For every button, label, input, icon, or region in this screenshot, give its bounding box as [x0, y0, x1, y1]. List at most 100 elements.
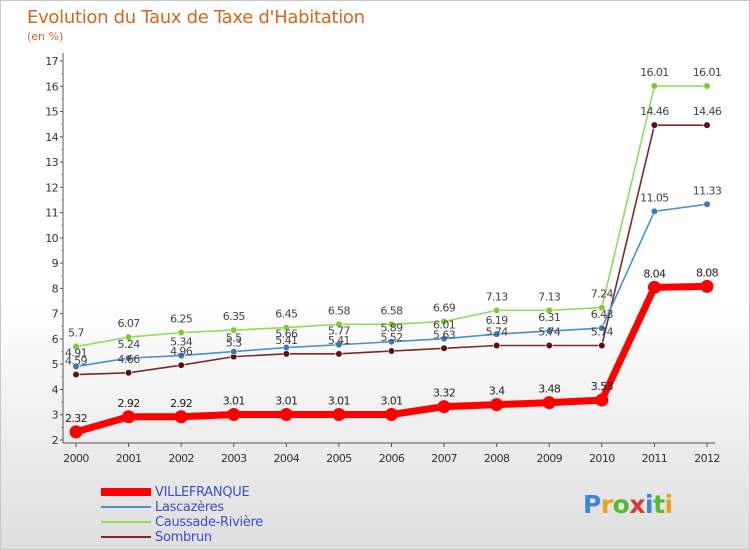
x-tick-label: 2003 [221, 452, 247, 465]
x-tick-label: 2001 [116, 452, 142, 465]
data-label: 7.13 [486, 290, 509, 303]
data-point [493, 306, 501, 314]
y-tick-label: 15 [45, 106, 58, 119]
y-tick-label: 6 [52, 333, 59, 346]
data-label: 11.05 [640, 191, 669, 204]
data-point [122, 410, 136, 424]
data-label: 5.66 [275, 328, 298, 341]
y-tick-label: 9 [52, 257, 59, 270]
data-point [703, 121, 711, 129]
data-label: 5.77 [328, 325, 351, 338]
data-label: 11.33 [693, 184, 722, 197]
data-point [595, 393, 609, 407]
chart-title: Evolution du Taux de Taxe d'Habitation [27, 7, 365, 28]
data-label: 6.07 [118, 317, 141, 330]
logo-letter: o [612, 490, 630, 519]
data-point [647, 280, 661, 294]
data-label: 6.19 [486, 314, 509, 327]
y-tick-label: 7 [52, 308, 59, 321]
data-label: 8.08 [696, 266, 719, 279]
data-label: 3.58 [591, 380, 614, 393]
data-label: 3.01 [223, 394, 245, 407]
data-point [545, 341, 553, 350]
x-tick-label: 2009 [536, 452, 562, 465]
data-point [230, 326, 238, 334]
data-label: 4.59 [65, 355, 88, 368]
logo-letter: i [664, 490, 674, 519]
data-label: 3.01 [328, 394, 350, 407]
data-point [493, 330, 501, 338]
data-label: 4.91 [65, 346, 87, 359]
data-label: 3.32 [433, 387, 455, 400]
data-point [335, 350, 343, 358]
y-tick-label: 3 [52, 409, 59, 422]
data-label: 14.46 [640, 105, 669, 118]
y-tick-label: 11 [45, 207, 58, 220]
data-point [335, 341, 343, 349]
data-label: 16.01 [640, 66, 669, 79]
logo-letter: P [583, 490, 601, 519]
data-point [72, 362, 80, 371]
data-point [72, 342, 80, 351]
data-point [545, 327, 553, 335]
data-point [598, 324, 606, 332]
data-point [440, 317, 448, 326]
data-label: 5.7 [68, 327, 84, 340]
data-label: 16.01 [693, 66, 722, 79]
legend-label: Sombrun [155, 530, 212, 545]
data-point [279, 407, 293, 421]
data-label: 6.45 [275, 308, 298, 321]
data-label: 5.74 [591, 326, 614, 339]
data-label: 5.89 [380, 322, 403, 335]
data-label: 7.13 [538, 290, 561, 303]
data-point [703, 82, 711, 90]
data-point [124, 333, 133, 341]
y-tick-label: 10 [45, 232, 58, 245]
data-label: 5.34 [170, 336, 193, 349]
data-point [493, 341, 501, 350]
data-point [437, 400, 451, 414]
data-point [490, 398, 504, 412]
data-label: 6.69 [433, 301, 456, 314]
data-point [282, 343, 290, 352]
data-label: 7.24 [591, 288, 614, 301]
proxiti-logo: Proxiti [583, 490, 673, 519]
legend-label: Caussade-Rivière [155, 515, 263, 530]
x-tick-label: 2005 [326, 452, 352, 465]
data-point [387, 347, 396, 355]
data-label: 5.52 [380, 331, 402, 344]
data-label: 5.74 [538, 326, 561, 339]
y-tick-label: 17 [45, 55, 58, 68]
data-point [177, 361, 185, 369]
data-label: 6.58 [328, 304, 351, 317]
data-label: 5.41 [328, 334, 350, 347]
data-label: 5.24 [118, 338, 141, 351]
data-point [177, 329, 185, 337]
data-point [650, 207, 659, 215]
data-point [332, 407, 346, 421]
data-label: 5.74 [486, 326, 509, 339]
y-tick-label: 14 [45, 131, 58, 144]
data-point [440, 335, 448, 343]
data-point [227, 407, 241, 421]
data-label: 3.01 [275, 394, 297, 407]
data-point [335, 320, 343, 328]
x-tick-label: 2012 [694, 452, 720, 465]
data-label: 6.31 [538, 311, 560, 324]
data-point [387, 338, 396, 346]
data-label: 6.58 [380, 304, 403, 317]
data-label: 5.63 [433, 328, 456, 341]
data-point [174, 410, 188, 424]
data-label: 4.66 [118, 353, 141, 366]
data-point [598, 341, 606, 350]
x-tick-label: 2004 [274, 452, 300, 465]
x-tick-label: 2008 [484, 452, 510, 465]
data-label: 5.41 [275, 334, 297, 347]
y-tick-label: 2 [52, 434, 58, 447]
legend-swatch [101, 521, 151, 523]
y-tick-label: 13 [45, 156, 58, 169]
y-axis-unit: (en %) [27, 30, 64, 43]
data-point [700, 279, 714, 293]
legend-swatch [101, 488, 151, 496]
